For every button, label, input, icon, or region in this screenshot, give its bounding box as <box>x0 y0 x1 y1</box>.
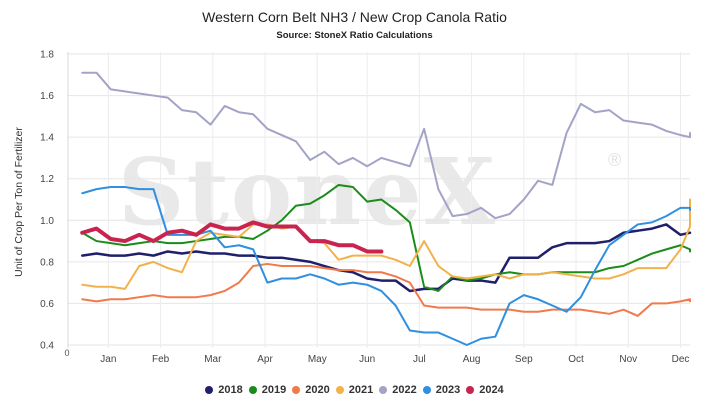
x-tick-label: Jul <box>413 354 426 365</box>
series-line-2018 <box>80 223 692 293</box>
legend-marker <box>422 386 431 394</box>
y-tick-label: 0.4 <box>40 341 54 352</box>
chart-title: Western Corn Belt NH3 / New Crop Canola … <box>202 9 507 25</box>
legend-item-2020[interactable]: 2020 <box>292 384 330 396</box>
x-tick-label: Aug <box>463 354 481 365</box>
y-tick-label: 1.0 <box>40 216 54 227</box>
series-line-2020 <box>81 262 691 317</box>
series-line-2019 <box>81 183 691 292</box>
chart-legend: 2018 2019 2020 2021 2022 2023 2024 <box>0 384 709 397</box>
legend-label: 2023 <box>435 384 461 396</box>
legend-item-2019[interactable]: 2019 <box>248 384 287 396</box>
legend-marker <box>205 386 214 394</box>
legend-label: 2024 <box>479 384 504 396</box>
legend-item-2018[interactable]: 2018 <box>205 384 243 396</box>
legend-label: 2021 <box>348 384 374 396</box>
legend-marker <box>248 386 257 394</box>
legend-label: 2020 <box>305 384 330 396</box>
x-tick-label: Oct <box>568 354 584 365</box>
series-line-2023 <box>81 186 691 346</box>
x-tick-label: Nov <box>619 354 637 365</box>
series-line-2022 <box>81 71 691 220</box>
series-line-2021 <box>81 198 691 290</box>
legend-marker <box>379 386 388 394</box>
x-tick-label: Sep <box>515 354 533 365</box>
legend-item-2024[interactable]: 2024 <box>466 384 504 396</box>
y-tick-label: 1.4 <box>40 133 54 144</box>
legend-label: 2022 <box>392 384 417 396</box>
y-tick-label: 1.8 <box>40 50 54 61</box>
x-tick-label: Feb <box>152 354 170 365</box>
y-tick-label: 0.6 <box>40 299 54 310</box>
watermark-registered-mark: ® <box>608 150 622 170</box>
legend-item-2022[interactable]: 2022 <box>379 384 417 396</box>
legend-item-2021[interactable]: 2021 <box>335 384 374 396</box>
y-tick-label: 1.2 <box>40 174 54 185</box>
x-origin-label: 0 <box>64 348 69 358</box>
legend-label: 2019 <box>261 384 287 396</box>
legend-marker <box>335 386 344 394</box>
legend-label: 2018 <box>218 384 243 396</box>
x-tick-label: Jun <box>359 354 375 365</box>
x-tick-label: May <box>308 354 327 365</box>
x-tick-label: Jan <box>100 354 116 365</box>
legend-marker <box>466 386 475 394</box>
chart-subtitle: Source: StoneX Ratio Calculations <box>276 30 433 41</box>
y-tick-label: 0.8 <box>40 257 54 268</box>
x-tick-label: Mar <box>204 354 222 365</box>
series-line-2024 <box>80 220 384 254</box>
x-tick-label: Apr <box>257 354 273 365</box>
legend-marker <box>292 386 301 394</box>
y-tick-label: 1.6 <box>40 91 54 102</box>
legend-item-2023[interactable]: 2023 <box>422 384 461 396</box>
x-tick-label: Dec <box>672 354 690 365</box>
